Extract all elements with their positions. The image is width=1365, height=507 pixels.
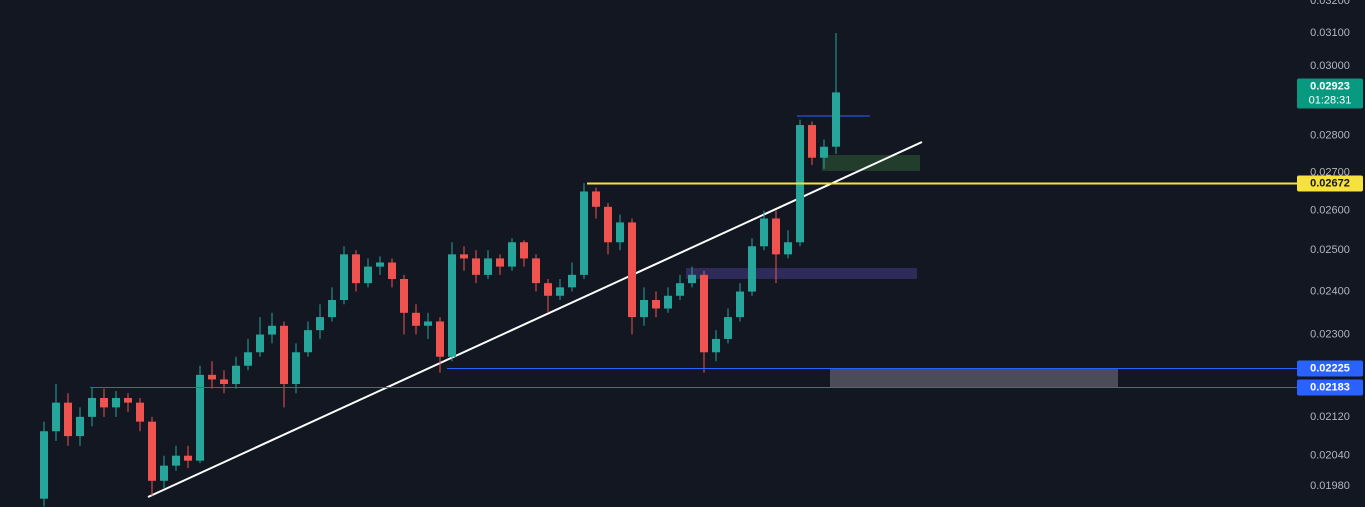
y-tick-label: 0.02120 <box>1310 411 1350 423</box>
plot <box>40 33 1297 507</box>
candle-body <box>184 455 192 461</box>
candle-body <box>172 455 180 466</box>
order-block-zone <box>686 268 917 279</box>
candle-body <box>352 254 360 284</box>
candle-body <box>376 262 384 267</box>
candle-body <box>52 402 60 432</box>
y-tick-label: 0.02040 <box>1310 450 1350 462</box>
candle-body <box>664 295 672 309</box>
candle-body <box>40 431 48 499</box>
candle-body <box>304 330 312 353</box>
candle-body <box>256 334 264 353</box>
candle-body <box>784 242 792 255</box>
candle-body <box>484 258 492 275</box>
candle-body <box>424 321 432 326</box>
price-badge <box>1297 360 1363 377</box>
candle-body <box>772 218 780 255</box>
candle-body <box>220 379 228 385</box>
candle-body <box>496 258 504 267</box>
candle-body <box>268 325 276 335</box>
candle-body <box>640 299 648 318</box>
candle-body <box>136 402 144 422</box>
candle-body <box>544 283 552 296</box>
candle-body <box>760 218 768 247</box>
candle-body <box>592 191 600 207</box>
candle-body <box>532 258 540 284</box>
price-badge-label: 0.02183 <box>1310 381 1350 393</box>
price-badge <box>1297 379 1363 396</box>
y-tick-label: 0.03000 <box>1310 60 1350 72</box>
candle-body <box>436 321 444 357</box>
candle-body <box>472 258 480 275</box>
price-badge-label: 0.02225 <box>1310 362 1350 374</box>
price-badge <box>1297 78 1363 109</box>
candle-body <box>688 274 696 284</box>
candle-body <box>400 278 408 313</box>
candle-body <box>64 402 72 437</box>
candle-body <box>412 312 420 326</box>
candle-body <box>280 325 288 385</box>
candle-body <box>124 397 132 403</box>
y-tick-label: 0.02600 <box>1310 205 1350 217</box>
y-tick-label: 0.01980 <box>1310 480 1350 492</box>
candle-body <box>616 222 624 243</box>
price-badge-label: 0.02923 <box>1310 80 1350 92</box>
y-tick-label: 0.03100 <box>1310 27 1350 39</box>
candle-body <box>520 242 528 259</box>
candle-body <box>112 397 120 408</box>
candle-body <box>328 299 336 318</box>
candle-body <box>580 191 588 275</box>
candle-body <box>388 262 396 279</box>
candle-body <box>508 242 516 267</box>
candle-body <box>700 274 708 353</box>
candle-body <box>808 125 816 158</box>
candle-body <box>148 421 156 481</box>
y-tick-label: 0.02400 <box>1310 285 1350 297</box>
candle-body <box>628 222 636 318</box>
candle-body <box>100 397 108 408</box>
candle-body <box>724 317 732 339</box>
candle-body <box>556 287 564 296</box>
candle-body <box>160 465 168 481</box>
candle-body <box>736 291 744 318</box>
candle-body <box>292 352 300 385</box>
candle-body <box>232 365 240 385</box>
price-badge-label: 0.02672 <box>1310 177 1350 189</box>
candle-body <box>676 283 684 296</box>
y-tick-label: 0.02300 <box>1310 328 1350 340</box>
countdown: 01:28:31 <box>1309 94 1352 106</box>
candle-body <box>748 246 756 292</box>
candle-body <box>208 374 216 380</box>
trend-line <box>147 141 923 498</box>
candle-body <box>364 266 372 284</box>
candle-body <box>340 254 348 300</box>
y-tick-label: 0.02500 <box>1310 244 1350 256</box>
candle-body <box>832 92 840 147</box>
candle-body <box>604 206 612 243</box>
candle-body <box>196 374 204 461</box>
gap-zone <box>830 368 1118 387</box>
candle-body <box>244 352 252 366</box>
candle-body <box>820 146 828 158</box>
price-axis: 0.032000.031000.030000.028000.027000.026… <box>1297 0 1363 492</box>
candle-body <box>460 254 468 259</box>
y-tick-label: 0.02800 <box>1310 130 1350 142</box>
price-badge <box>1297 175 1363 192</box>
candle-body <box>712 338 720 353</box>
y-tick-label: 0.02700 <box>1310 166 1350 178</box>
demand-zone <box>822 155 920 171</box>
candle-body <box>88 397 96 417</box>
candle-body <box>316 317 324 331</box>
candle-body <box>76 416 84 437</box>
y-tick-label: 0.03200 <box>1310 0 1350 7</box>
candle-body <box>568 274 576 288</box>
candle-body <box>448 254 456 357</box>
candle-body <box>652 299 660 309</box>
